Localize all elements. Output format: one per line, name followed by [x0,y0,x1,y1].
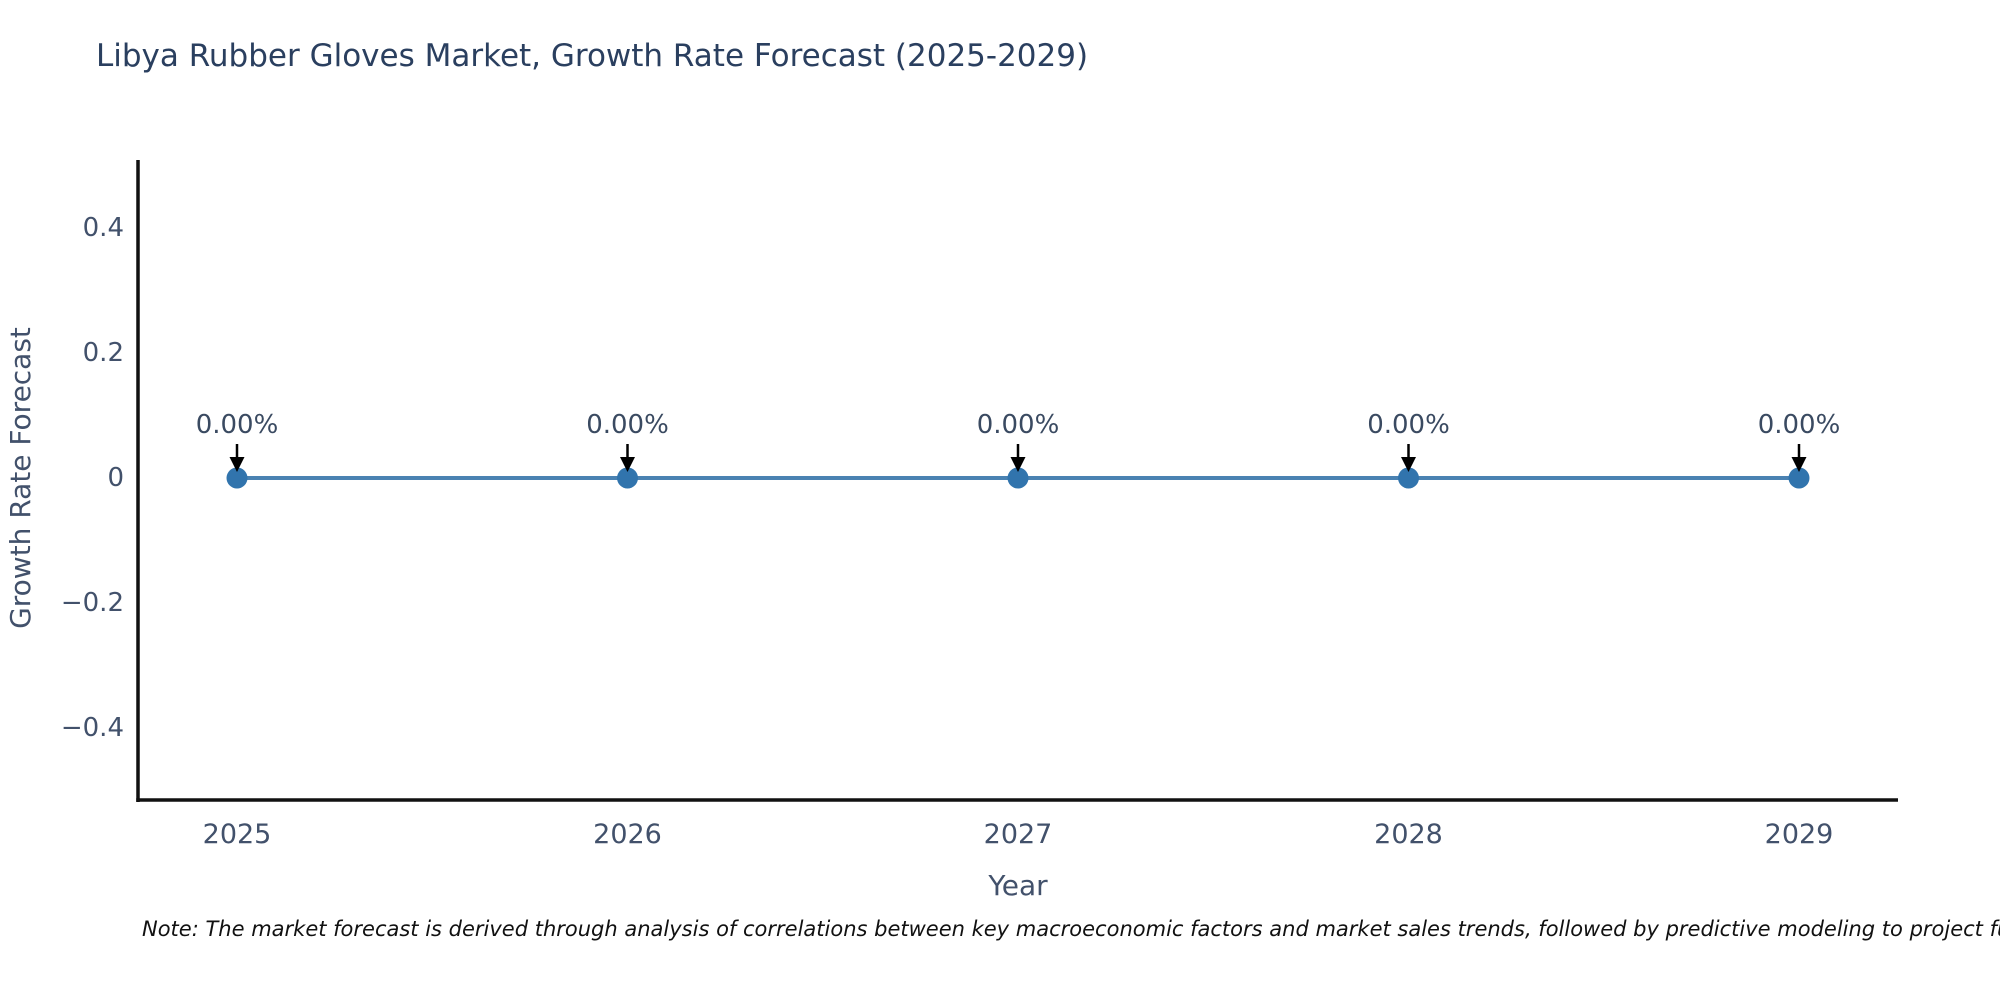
data-point-label: 0.00% [586,410,669,440]
x-tick-label: 2025 [203,819,272,850]
x-tick-label: 2027 [984,819,1053,850]
annotation-arrow-head [620,457,635,472]
x-tick-label: 2028 [1374,819,1443,850]
annotation-arrow-head [229,457,245,472]
y-tick-label: 0.2 [83,338,124,368]
x-tick-label: 2029 [1765,819,1834,850]
data-point-label: 0.00% [196,410,279,440]
annotation-arrow-head [1401,457,1416,472]
data-point-marker [1007,467,1029,489]
data-point-label: 0.00% [977,410,1060,440]
y-tick-label: −0.2 [61,588,124,618]
data-point-marker [1788,467,1810,489]
y-tick-label: 0 [107,463,124,493]
y-tick-label: 0.4 [83,213,124,243]
data-point-label: 0.00% [1758,410,1841,440]
y-tick-label: −0.4 [61,713,124,743]
data-point-marker [617,467,638,489]
x-axis-title: Year [987,869,1048,902]
data-point-label: 0.00% [1367,410,1450,440]
data-point-marker [1398,467,1419,489]
x-tick-label: 2026 [593,819,662,850]
annotation-arrow-head [1791,457,1807,472]
annotation-arrow-head [1010,457,1026,472]
y-axis-title: Growth Rate Forecast [4,327,37,629]
data-point-marker [226,467,248,489]
chart-footnote: Note: The market forecast is derived thr… [142,917,2000,941]
chart-title: Libya Rubber Gloves Market, Growth Rate … [96,38,1089,74]
